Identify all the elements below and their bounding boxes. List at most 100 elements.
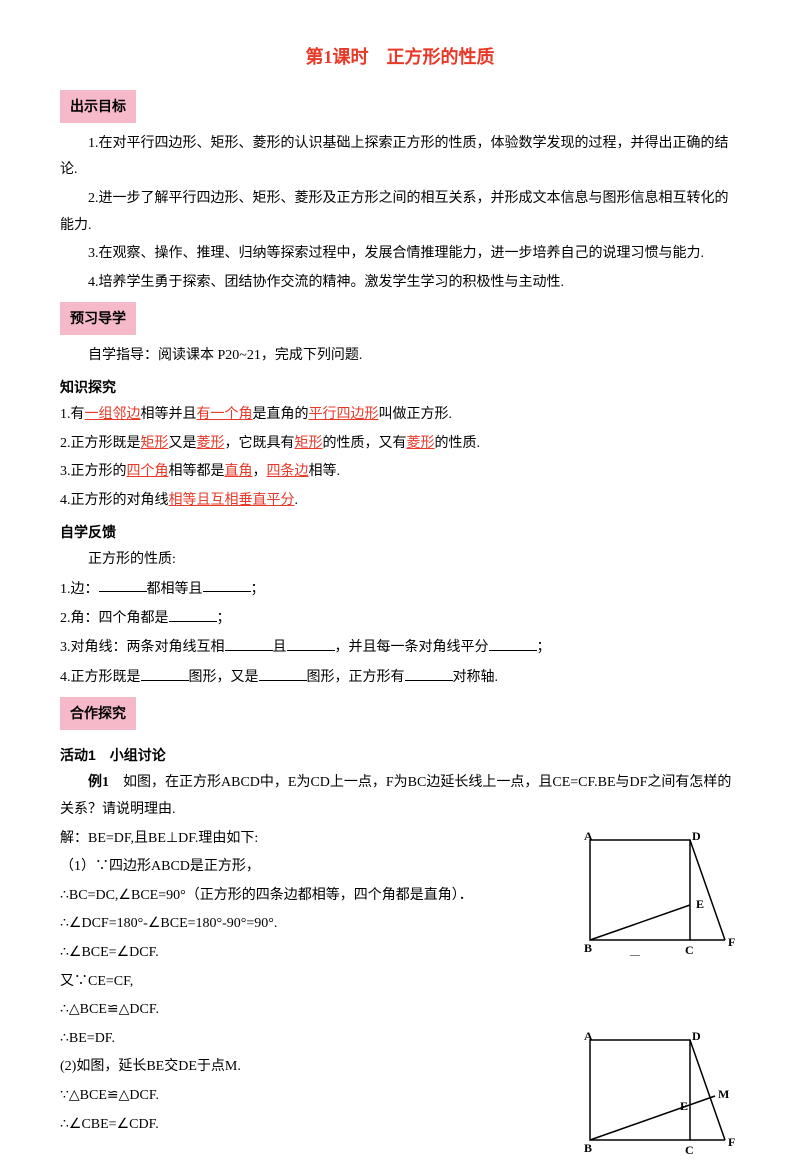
knowledge-3: 3.正方形的四个角相等都是直角，四条边相等. [60,459,740,486]
k3-b: 相等都是 [169,464,225,479]
k4-r1: 相等且互相垂直平分 [169,493,295,508]
figure-2: A D B C E F M [570,1030,740,1170]
preview-intro: 自学指导：阅读课本 P20~21，完成下列问题. [60,343,740,370]
feedback-2: 2.角：四个角都是 ； [60,605,740,632]
goal-1: 1.在对平行四边形、矩形、菱形的认识基础上探索正方形的性质，体验数学发现的过程，… [60,131,740,184]
page-title: 第1课时 正方形的性质 [60,40,740,74]
example-label: 例1 [88,775,109,790]
k1-r3: 平行四边形 [309,407,379,422]
blank [287,634,335,651]
solution-block: 解：BE=DF,且BE⊥DF.理由如下: （1）∵四边形ABCD是正方形， ∴B… [60,826,540,1139]
f4-b: 图形，又是 [189,670,259,685]
k1-d: 叫做正方形. [379,407,453,422]
k3-d: 相等. [309,464,341,479]
k2-r3: 矩形 [295,436,323,451]
sol-line: ∴BE=DF. [60,1026,540,1053]
label-a: A [584,1030,593,1043]
k3-c: ， [253,464,267,479]
k2-r4: 菱形 [407,436,435,451]
f2-a: 2.角：四个角都是 [60,611,169,626]
k1-c: 是直角的 [253,407,309,422]
k2-r1: 矩形 [141,436,169,451]
k1-b: 相等并且 [141,407,197,422]
goal-4: 4.培养学生勇于探索、团结协作交流的精神。激发学生学习的积极性与主动性. [60,270,740,297]
f1-a: 1.边： [60,581,99,596]
example-text: 如图，在正方形ABCD中，E为CD上一点，F为BC边延长线上一点，且CE=CF.… [60,775,731,817]
sol-line: ∴BC=DC,∠BCE=90°（正方形的四条边都相等，四个角都是直角）． [60,883,540,910]
k2-c: ，它既具有 [225,436,295,451]
label-d: D [692,1030,701,1043]
example-block: 例1 如图，在正方形ABCD中，E为CD上一点，F为BC边延长线上一点，且CE=… [60,770,740,1138]
blank [141,664,189,681]
sol-line: 又∵CE=CF, [60,969,540,996]
f3-c: ，并且每一条对角线平分 [335,640,489,655]
figure-1: A D B C E F — [570,830,740,980]
knowledge-4: 4.正方形的对角线相等且互相垂直平分. [60,488,740,515]
k3-r2: 直角 [225,464,253,479]
sol-line: ∵△BCE≌△DCF. [60,1083,540,1110]
blank [203,576,251,593]
label-m: M [718,1087,729,1101]
blank [489,634,537,651]
feedback-intro: 正方形的性质: [60,547,740,574]
k2-d: 的性质，又有 [323,436,407,451]
label-c: C [685,1143,694,1157]
activity-heading: 活动1 小组讨论 [60,742,740,769]
knowledge-2: 2.正方形既是矩形又是菱形，它既具有矩形的性质，又有菱形的性质. [60,431,740,458]
label-f: F [728,935,735,949]
label-e: E [680,1099,688,1113]
f3-a: 3.对角线：两条对角线互相 [60,640,225,655]
blank [259,664,307,681]
svg-text:—: — [629,950,641,961]
blank [99,576,147,593]
k1-r2: 有一个角 [197,407,253,422]
knowledge-1: 1.有一组邻边相等并且有一个角是直角的平行四边形叫做正方形. [60,402,740,429]
f2-b: ； [217,611,231,626]
sol-line: ∴△BCE≌△DCF. [60,997,540,1024]
f4-d: 对称轴. [453,670,499,685]
blank [169,605,217,622]
k2-r2: 菱形 [197,436,225,451]
sol-line: ∴∠BCE=∠DCF. [60,940,540,967]
label-a: A [584,830,593,843]
f3-b: 且 [273,640,287,655]
sol-line: 解：BE=DF,且BE⊥DF.理由如下: [60,826,540,853]
label-e: E [696,897,704,911]
sol-line: ∴∠CBE=∠CDF. [60,1112,540,1139]
blank [405,664,453,681]
sol-line: (2)如图，延长BE交DE于点M. [60,1054,540,1081]
example-1: 例1 如图，在正方形ABCD中，E为CD上一点，F为BC边延长线上一点，且CE=… [60,770,740,823]
k3-r3: 四条边 [267,464,309,479]
k4-a: 4.正方形的对角线 [60,493,169,508]
f4-c: 图形，正方形有 [307,670,405,685]
f1-b: 都相等且 [147,581,203,596]
label-d: D [692,830,701,843]
section-preview-label: 预习导学 [60,302,136,335]
knowledge-heading: 知识探究 [60,374,740,401]
feedback-4: 4.正方形既是 图形，又是 图形，正方形有 对称轴. [60,664,740,691]
feedback-heading: 自学反馈 [60,519,740,546]
k3-r1: 四个角 [127,464,169,479]
sol-line: （1）∵四边形ABCD是正方形， [60,854,540,881]
k4-b: . [295,493,299,508]
k1-a: 1.有 [60,407,85,422]
f3-d: ； [537,640,551,655]
f1-c: ； [251,581,265,596]
k3-a: 3.正方形的 [60,464,127,479]
section-goals-label: 出示目标 [60,90,136,123]
sol-line: ∴∠DCF=180°-∠BCE=180°-90°=90°. [60,911,540,938]
blank [225,634,273,651]
k2-b: 又是 [169,436,197,451]
feedback-3: 3.对角线：两条对角线互相 且 ，并且每一条对角线平分 ； [60,634,740,661]
goal-3: 3.在观察、操作、推理、归纳等探索过程中，发展合情推理能力，进一步培养自己的说理… [60,241,740,268]
k2-e: 的性质. [435,436,481,451]
feedback-1: 1.边： 都相等且 ； [60,576,740,603]
k2-a: 2.正方形既是 [60,436,141,451]
label-f: F [728,1135,735,1149]
label-b: B [584,941,592,955]
section-explore-label: 合作探究 [60,697,136,730]
goal-2: 2.进一步了解平行四边形、矩形、菱形及正方形之间的相互关系，并形成文本信息与图形… [60,186,740,239]
label-c: C [685,943,694,957]
label-b: B [584,1141,592,1155]
f4-a: 4.正方形既是 [60,670,141,685]
